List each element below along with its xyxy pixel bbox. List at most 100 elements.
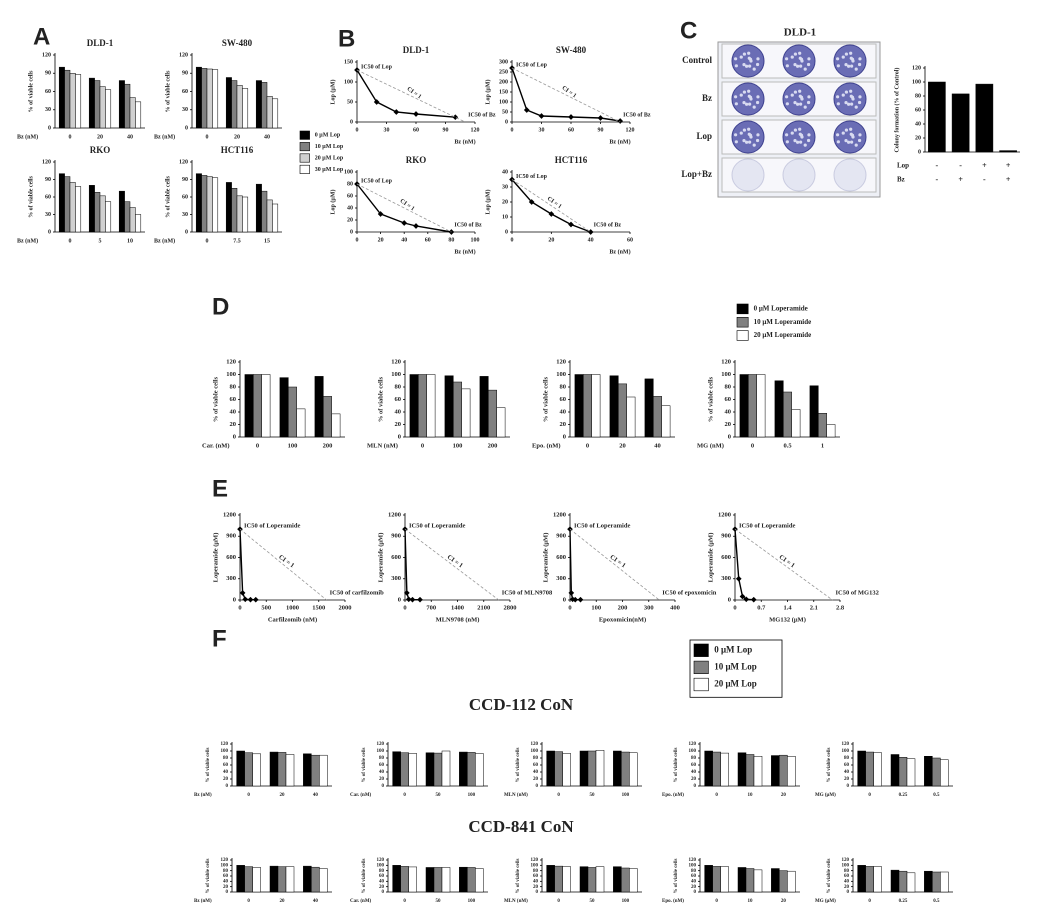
bar <box>554 751 563 787</box>
y-tick-label: 40 <box>691 770 697 775</box>
bar <box>618 383 627 438</box>
x-tick-label: 50 <box>590 899 596 904</box>
plate-colony <box>742 63 746 67</box>
bar <box>653 396 662 438</box>
bar <box>408 753 417 787</box>
y-tick-label: 120 <box>179 52 188 58</box>
data-point <box>413 111 419 117</box>
bar <box>99 195 106 233</box>
bar <box>857 865 866 893</box>
x-tick-label: 0.5 <box>783 442 792 449</box>
y-tick-label: 60 <box>45 89 51 95</box>
data-point <box>373 99 380 105</box>
y-tick-label: 120 <box>179 159 188 165</box>
bar <box>319 868 328 893</box>
bar <box>629 868 638 893</box>
bar <box>255 80 262 129</box>
y-tick-label: 50 <box>502 109 508 115</box>
y-tick-label: 100 <box>531 749 539 754</box>
bar <box>587 750 597 787</box>
plate-colony <box>844 90 849 94</box>
bar <box>201 68 208 129</box>
data-point <box>739 593 746 600</box>
y-tick-label: 0 <box>398 596 401 603</box>
bar <box>296 408 306 438</box>
plate-colony <box>733 57 738 61</box>
y-tick-label: 1200 <box>553 511 566 518</box>
y-tick-label: 120 <box>556 358 566 365</box>
plate-colony <box>795 140 800 144</box>
y-tick-label: 20 <box>533 777 539 782</box>
bar <box>252 753 261 787</box>
bar <box>591 374 601 438</box>
y-tick-label: 0 <box>350 119 353 125</box>
bar <box>392 751 401 787</box>
x-tick-label: 0 <box>421 442 424 449</box>
plate-colony <box>748 102 752 106</box>
x-tick-label: 40 <box>313 793 319 798</box>
y-axis-label: Loperamide (μM) <box>377 533 384 583</box>
data-point <box>523 107 530 113</box>
plate-colony <box>836 64 840 68</box>
bar <box>626 396 636 438</box>
bar <box>88 185 95 233</box>
bar <box>546 750 555 787</box>
isobole <box>404 529 420 601</box>
x-tick-label: 0 <box>247 899 250 904</box>
bar <box>461 388 471 438</box>
y-axis-label: % of viable cells <box>377 376 384 422</box>
y-tick-label: 0 <box>233 596 236 603</box>
plate-colony <box>850 102 854 106</box>
data-point <box>568 221 574 228</box>
y-tick-label: 100 <box>912 79 921 85</box>
x-tick-label: 1.4 <box>783 604 792 611</box>
y-tick-label: 900 <box>556 533 566 540</box>
y-tick-label: 40 <box>560 408 567 415</box>
annotation: IC50 of Loperamide <box>409 523 465 530</box>
bar <box>745 754 755 787</box>
x-tick-label: 60 <box>568 127 574 133</box>
data-point <box>252 596 259 603</box>
bar <box>105 201 112 233</box>
data-point <box>409 596 416 603</box>
y-axis-label: % of viable cells <box>827 748 832 783</box>
y-tick-label: 0 <box>536 784 539 789</box>
plate-colony <box>850 64 854 68</box>
y-tick-label: 300 <box>499 59 508 65</box>
bar <box>323 396 332 438</box>
bar <box>331 413 341 438</box>
plate-colony <box>857 62 862 67</box>
legend-swatch <box>736 303 749 315</box>
y-axis-label: Loperamide (μM) <box>212 533 219 583</box>
x-tick-label: 500 <box>261 604 271 611</box>
plate-colony <box>806 62 811 67</box>
y-tick-label: 30 <box>45 107 51 113</box>
x-tick-label: 2.1 <box>810 604 818 611</box>
x-tick-label: 0 <box>868 899 871 904</box>
y-tick-label: 80 <box>347 181 353 187</box>
x-tick-label: 0 <box>568 604 571 611</box>
y-tick-label: 20 <box>844 777 850 782</box>
bar <box>720 752 729 787</box>
y-tick-label: 0 <box>505 229 508 235</box>
plate-colony <box>747 89 751 93</box>
plate-colony <box>734 102 738 106</box>
plate-colony <box>850 140 854 144</box>
plate-row-label: Bz <box>702 93 712 103</box>
bar <box>928 81 946 153</box>
plate-colony <box>799 140 803 144</box>
y-tick-label: 100 <box>221 863 229 868</box>
treatment-sign: - <box>936 175 939 184</box>
y-tick-label: 100 <box>842 749 850 754</box>
bar <box>242 196 249 233</box>
plate-colony <box>803 143 807 147</box>
x-tick-label: 2100 <box>477 604 490 611</box>
legend-swatch <box>693 677 709 692</box>
x-tick-label: 90 <box>598 127 604 133</box>
x-tick-label: 0 <box>69 238 72 244</box>
plate-colony <box>784 57 789 61</box>
x-tick-label: 60 <box>627 237 633 243</box>
section-title: CCD-841 CoN <box>468 817 574 836</box>
y-tick-label: 120 <box>721 358 731 365</box>
panel-label: C <box>680 17 697 44</box>
